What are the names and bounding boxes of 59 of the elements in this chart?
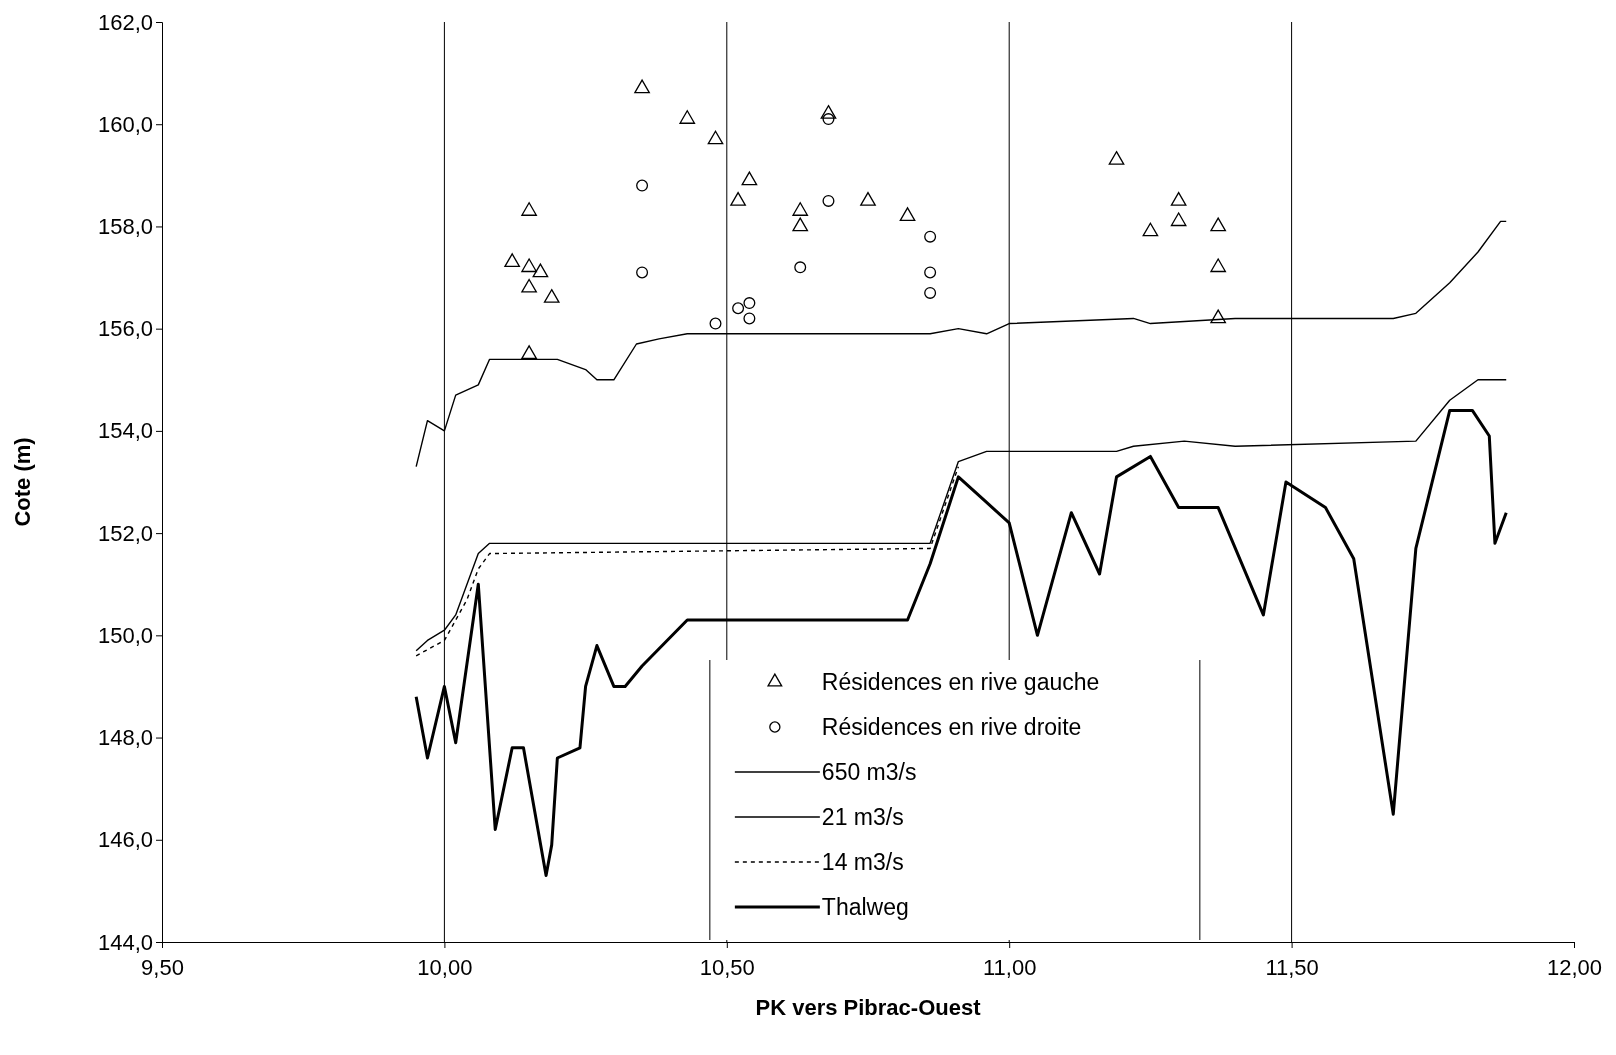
x-axis-title: PK vers Pibrac-Ouest bbox=[755, 995, 982, 1020]
y-tick-label: 144,0 bbox=[97, 929, 153, 955]
legend-label: 14 m3/s bbox=[821, 849, 904, 875]
point bbox=[924, 286, 937, 299]
point bbox=[707, 130, 724, 145]
y-tick-label: 156,0 bbox=[97, 316, 153, 342]
point bbox=[521, 345, 537, 360]
y-tick-label: 148,0 bbox=[97, 725, 153, 751]
point bbox=[924, 266, 937, 279]
point bbox=[521, 258, 537, 273]
point bbox=[860, 191, 876, 206]
x-tick-label: 11,50 bbox=[1265, 955, 1319, 981]
point bbox=[730, 191, 746, 206]
x-tick-label: 10,00 bbox=[417, 955, 473, 981]
point bbox=[794, 261, 807, 274]
y-tick-label: 160,0 bbox=[97, 111, 153, 137]
point bbox=[1170, 191, 1187, 206]
point bbox=[743, 297, 756, 310]
point bbox=[732, 302, 745, 315]
point bbox=[792, 217, 809, 232]
legend-label: 21 m3/s bbox=[821, 804, 904, 830]
y-tick-label: 162,0 bbox=[97, 9, 153, 35]
y-tick-label: 146,0 bbox=[97, 827, 153, 853]
x-tick-label: 12,00 bbox=[1546, 955, 1603, 981]
point bbox=[1142, 222, 1159, 237]
point bbox=[634, 79, 650, 94]
y-tick-label: 158,0 bbox=[97, 213, 153, 239]
legend-label: Résidences en rive gauche bbox=[821, 669, 1100, 695]
y-tick-label: 150,0 bbox=[97, 622, 153, 648]
point bbox=[679, 110, 696, 124]
point bbox=[822, 194, 835, 207]
y-tick-label: 152,0 bbox=[97, 520, 153, 546]
point bbox=[532, 263, 549, 278]
point bbox=[521, 202, 537, 216]
point bbox=[504, 253, 521, 268]
point bbox=[543, 289, 560, 303]
point bbox=[743, 312, 756, 325]
point bbox=[636, 179, 649, 192]
point bbox=[741, 171, 758, 186]
x-tick-label: 10,50 bbox=[699, 955, 755, 981]
point bbox=[709, 317, 722, 330]
legend-label: Résidences en rive droite bbox=[821, 714, 1082, 740]
x-tick-label: 9,50 bbox=[141, 955, 184, 981]
point bbox=[792, 202, 809, 216]
legend-label: Thalweg bbox=[821, 894, 909, 920]
point bbox=[899, 207, 916, 222]
point bbox=[1170, 212, 1187, 227]
point bbox=[1210, 217, 1227, 232]
point bbox=[636, 266, 649, 279]
legend-label: 650 m3/s bbox=[821, 759, 917, 785]
point bbox=[1210, 258, 1227, 273]
point bbox=[820, 105, 837, 119]
point bbox=[1210, 309, 1227, 324]
point bbox=[924, 230, 937, 243]
point bbox=[521, 278, 537, 293]
point bbox=[1108, 151, 1125, 165]
x-tick-label: 11,00 bbox=[982, 955, 1037, 981]
y-tick-label: 154,0 bbox=[97, 418, 153, 444]
y-axis-title: Cote (m) bbox=[10, 437, 35, 527]
